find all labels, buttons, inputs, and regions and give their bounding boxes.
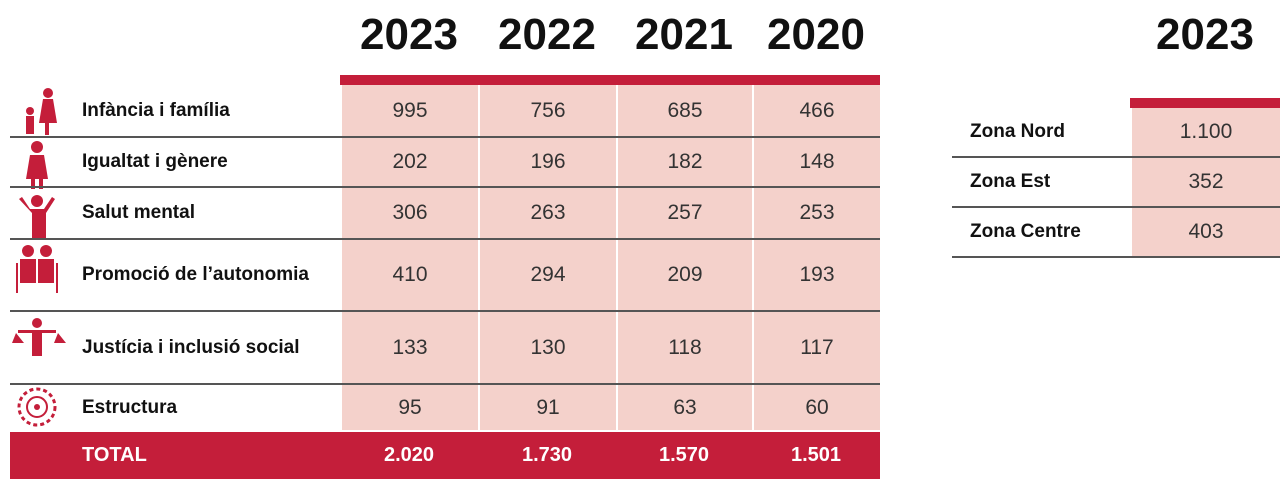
- zone-divider: [952, 256, 1280, 258]
- cell: 148: [752, 138, 880, 186]
- year-header: 2023: [360, 10, 458, 59]
- row-divider: [10, 383, 880, 385]
- cell: 410: [340, 240, 478, 310]
- total-cell: 1.570: [658, 444, 710, 466]
- zone-divider: [952, 156, 1280, 158]
- year-header: 2020: [767, 10, 865, 59]
- row-divider: [10, 136, 880, 138]
- row-label: Salut mental: [82, 202, 195, 223]
- zone-divider: [952, 206, 1280, 208]
- zone-bar: [1130, 98, 1280, 108]
- zone-cell: 403: [1130, 208, 1280, 256]
- cell: 257: [616, 188, 752, 238]
- cell: 196: [478, 138, 616, 186]
- zone-label: Zona Centre: [970, 221, 1081, 242]
- zone-cell: 1.100: [1130, 108, 1280, 156]
- row-label: Estructura: [82, 396, 178, 418]
- header-bar: [340, 75, 880, 85]
- cell: 91: [478, 385, 616, 430]
- cell: 263: [478, 188, 616, 238]
- total-cell: 1.501: [790, 444, 842, 466]
- cell: 202: [340, 138, 478, 186]
- row-label: Infància i família: [82, 99, 230, 121]
- zone-year: 2023: [1156, 10, 1254, 59]
- cell: 306: [340, 188, 478, 238]
- row-label: Justícia i inclusió social: [82, 336, 300, 358]
- cell: 685: [616, 85, 752, 136]
- row-divider: [10, 238, 880, 240]
- cell: 63: [616, 385, 752, 430]
- cell: 130: [478, 312, 616, 383]
- cell: 95: [340, 385, 478, 430]
- row-label: Igualtat i gènere: [82, 151, 228, 172]
- cell: 133: [340, 312, 478, 383]
- cell: 466: [752, 85, 880, 136]
- year-header: 2021: [635, 10, 733, 59]
- cell: 756: [478, 85, 616, 136]
- cell: 995: [340, 85, 478, 136]
- year-header: 2022: [498, 10, 596, 59]
- zone-label: Zona Est: [970, 171, 1051, 192]
- total-bar: [10, 432, 880, 479]
- zone-label: Zona Nord: [970, 121, 1065, 142]
- cell: 118: [616, 312, 752, 383]
- total-label: TOTAL: [82, 444, 147, 466]
- zone-cell: 352: [1130, 158, 1280, 206]
- cell: 117: [752, 312, 880, 383]
- row-divider: [10, 186, 880, 188]
- cell: 182: [616, 138, 752, 186]
- total-cell: 2.020: [383, 444, 435, 466]
- cell: 294: [478, 240, 616, 310]
- cell: 60: [752, 385, 880, 430]
- total-cell: 1.730: [521, 444, 573, 466]
- row-label: Promoció de l’autonomia: [82, 264, 309, 285]
- cell: 209: [616, 240, 752, 310]
- icons: [12, 88, 66, 427]
- cell: 193: [752, 240, 880, 310]
- cell: 253: [752, 188, 880, 238]
- row-divider: [10, 310, 880, 312]
